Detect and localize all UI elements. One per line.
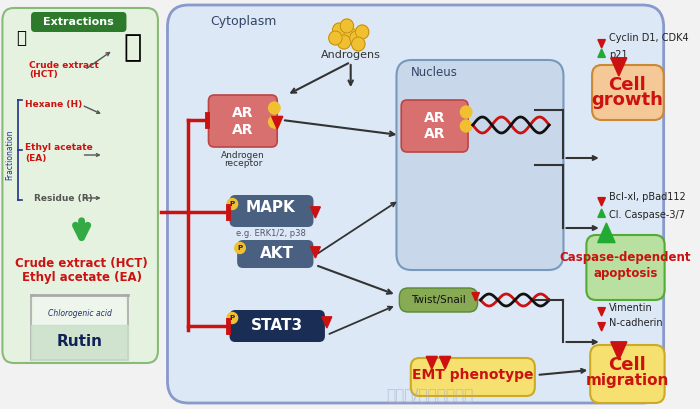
Text: AR: AR [232, 123, 253, 137]
Circle shape [351, 37, 365, 51]
FancyBboxPatch shape [167, 5, 664, 403]
Polygon shape [426, 356, 438, 369]
FancyBboxPatch shape [396, 60, 564, 270]
Text: 快传号/家庭医生在线: 快传号/家庭医生在线 [386, 387, 473, 402]
Text: AR: AR [424, 127, 445, 141]
Text: AKT: AKT [260, 247, 294, 261]
Polygon shape [598, 49, 606, 57]
Text: Cl. Caspase-3/7: Cl. Caspase-3/7 [609, 210, 685, 220]
Circle shape [227, 198, 237, 209]
Polygon shape [598, 308, 606, 316]
FancyBboxPatch shape [230, 310, 325, 342]
Polygon shape [440, 356, 451, 369]
Text: p21: p21 [609, 50, 628, 60]
Text: growth: growth [592, 91, 664, 109]
Text: migration: migration [586, 373, 669, 387]
Polygon shape [272, 117, 283, 129]
FancyBboxPatch shape [2, 8, 158, 363]
Text: Crude extract (HCT): Crude extract (HCT) [15, 256, 148, 270]
Text: Ethyl acetate (EA): Ethyl acetate (EA) [22, 272, 141, 285]
Text: P: P [237, 245, 243, 251]
Text: Fractionation: Fractionation [6, 130, 15, 180]
Circle shape [344, 28, 358, 42]
Polygon shape [598, 323, 606, 331]
Polygon shape [310, 247, 321, 258]
Text: (EA): (EA) [25, 153, 47, 162]
Text: EMT phenotype: EMT phenotype [412, 368, 533, 382]
FancyBboxPatch shape [587, 235, 664, 300]
Text: P: P [230, 201, 235, 207]
Polygon shape [310, 207, 321, 218]
Text: e.g. ERK1/2, p38: e.g. ERK1/2, p38 [236, 229, 305, 238]
Polygon shape [472, 292, 480, 301]
Circle shape [332, 23, 346, 37]
Polygon shape [598, 198, 606, 206]
FancyBboxPatch shape [590, 345, 664, 403]
FancyBboxPatch shape [411, 358, 535, 396]
Text: Extractions: Extractions [43, 17, 114, 27]
Circle shape [350, 31, 363, 45]
Text: (HCT): (HCT) [29, 70, 58, 79]
Text: 🌿: 🌿 [123, 34, 141, 63]
Circle shape [227, 312, 237, 324]
FancyBboxPatch shape [209, 95, 277, 147]
Text: Caspase-dependent: Caspase-dependent [560, 252, 691, 265]
Text: 🧫: 🧫 [17, 29, 27, 47]
Text: Androgen: Androgen [221, 151, 265, 160]
Text: P: P [230, 315, 235, 321]
Text: Chlorogenic acid: Chlorogenic acid [48, 308, 111, 317]
Text: Hexane (H): Hexane (H) [25, 101, 83, 110]
FancyBboxPatch shape [399, 288, 477, 312]
Circle shape [461, 120, 472, 132]
Text: MAPK: MAPK [246, 200, 295, 216]
Circle shape [234, 243, 245, 254]
Text: Cell: Cell [608, 356, 646, 374]
Circle shape [340, 19, 354, 33]
Text: AR: AR [424, 111, 445, 125]
Circle shape [461, 106, 472, 118]
Text: Nucleus: Nucleus [411, 67, 458, 79]
Text: Crude extract: Crude extract [29, 61, 99, 70]
FancyBboxPatch shape [401, 100, 468, 152]
Text: Bcl-xl, pBad112: Bcl-xl, pBad112 [609, 192, 686, 202]
Polygon shape [598, 209, 606, 218]
Text: Cytoplasm: Cytoplasm [211, 16, 277, 29]
Circle shape [329, 31, 342, 45]
Circle shape [356, 25, 369, 39]
Text: Cyclin D1, CDK4: Cyclin D1, CDK4 [609, 33, 689, 43]
Polygon shape [322, 317, 332, 328]
Polygon shape [598, 223, 615, 243]
Text: apoptosis: apoptosis [594, 267, 658, 279]
Text: Rutin: Rutin [57, 333, 103, 348]
Text: Androgens: Androgens [321, 50, 381, 60]
Text: Residue (R): Residue (R) [34, 193, 92, 202]
Polygon shape [31, 325, 128, 360]
Circle shape [337, 35, 351, 49]
Text: receptor: receptor [224, 160, 262, 169]
Polygon shape [610, 342, 627, 360]
Polygon shape [610, 58, 627, 76]
Circle shape [269, 116, 280, 128]
FancyBboxPatch shape [230, 195, 314, 227]
Text: Vimentin: Vimentin [609, 303, 653, 313]
Text: AR: AR [232, 106, 253, 120]
FancyBboxPatch shape [237, 240, 314, 268]
Polygon shape [598, 40, 606, 48]
Text: Twist/Snail: Twist/Snail [411, 295, 466, 305]
Text: Ethyl acetate: Ethyl acetate [25, 144, 93, 153]
FancyBboxPatch shape [31, 12, 127, 32]
Text: N-cadherin: N-cadherin [609, 318, 663, 328]
Polygon shape [31, 295, 128, 360]
Text: STAT3: STAT3 [251, 319, 303, 333]
FancyBboxPatch shape [592, 65, 664, 120]
Text: Cell: Cell [608, 76, 646, 94]
Circle shape [269, 102, 280, 114]
